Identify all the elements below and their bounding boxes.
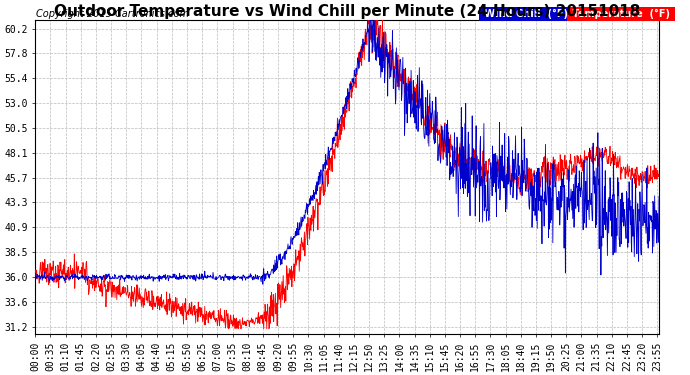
Title: Outdoor Temperature vs Wind Chill per Minute (24 Hours) 20151018: Outdoor Temperature vs Wind Chill per Mi… (54, 4, 640, 19)
Text: Copyright 2015 Cartronics.com: Copyright 2015 Cartronics.com (36, 9, 189, 19)
Text: Temperature  (°F): Temperature (°F) (569, 9, 673, 19)
Text: Wind Chill  (°F): Wind Chill (°F) (481, 9, 571, 19)
